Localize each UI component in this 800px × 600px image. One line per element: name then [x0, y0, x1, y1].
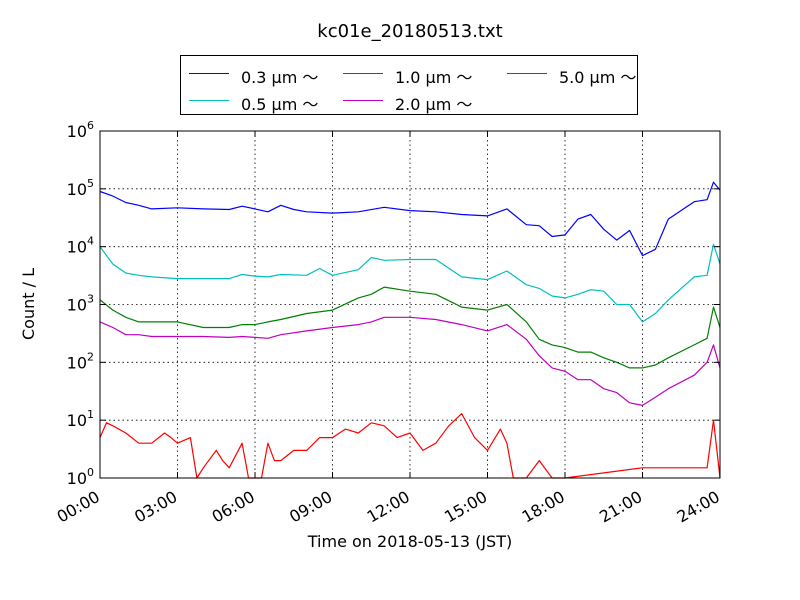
y-axis-label: Count / L [19, 268, 38, 340]
series-line-2 [99, 286, 721, 369]
x-tick-label: 18:00 [519, 487, 568, 527]
legend-swatch-1-0um [343, 73, 383, 74]
legend-label-1-0um: 1.0 μm ～ [395, 68, 473, 87]
y-tick-label: 103 [67, 293, 94, 315]
grid-lines [100, 131, 720, 478]
x-tick-labels: 00:00 03:00 06:00 09:00 12:00 15:00 18:00 21:00… [54, 487, 723, 527]
legend-swatch-0-3um [189, 73, 229, 74]
legend: 0.3 μm ～ 1.0 μm ～ 5.0 μm ～ 0.5 μm ～ 2.0 … [180, 55, 638, 115]
x-tick-label: 21:00 [596, 487, 645, 527]
axis-ticks [99, 130, 721, 479]
x-tick-label: 24:00 [674, 487, 723, 527]
series-line-3 [99, 316, 721, 406]
x-tick-label: 00:00 [54, 487, 103, 527]
x-tick-label: 12:00 [364, 487, 413, 527]
y-tick-labels: 100 101 102 103 104 105 106 [67, 119, 94, 488]
y-tick-label: 104 [67, 235, 94, 257]
x-tick-label: 03:00 [131, 487, 180, 527]
x-tick-label: 06:00 [209, 487, 258, 527]
series-line-4 [99, 413, 721, 479]
legend-swatch-2-0um [343, 100, 383, 101]
y-tick-label: 101 [67, 408, 94, 430]
legend-swatch-5-0um [507, 73, 547, 74]
legend-label-0-5um: 0.5 μm ～ [241, 95, 319, 114]
chart-title: kc01e_20180513.txt [317, 21, 502, 42]
x-tick-label: 15:00 [441, 487, 490, 527]
y-tick-label: 106 [67, 119, 94, 141]
series-line-1 [99, 243, 721, 323]
legend-label-0-3um: 0.3 μm ～ [241, 68, 319, 87]
legend-label-5-0um: 5.0 μm ～ [559, 68, 637, 87]
y-tick-label: 102 [67, 350, 94, 372]
y-tick-label: 105 [67, 177, 94, 199]
series-line-0 [99, 181, 721, 257]
legend-label-2-0um: 2.0 μm ～ [395, 95, 473, 114]
y-tick-label: 100 [67, 466, 94, 488]
legend-swatch-0-5um [189, 100, 229, 101]
x-axis-label: Time on 2018-05-13 (JST) [307, 532, 512, 551]
x-tick-label: 09:00 [286, 487, 335, 527]
